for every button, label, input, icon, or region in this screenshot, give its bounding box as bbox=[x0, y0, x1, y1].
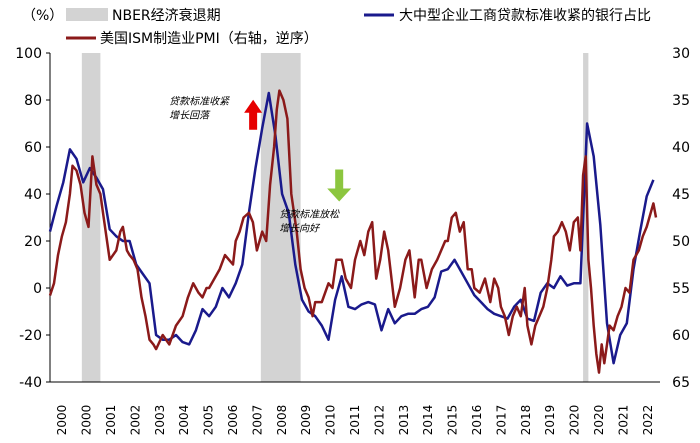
x-tick-label-16: 2015 bbox=[446, 405, 460, 436]
right-tick-label-6: 60 bbox=[672, 328, 690, 344]
annotation-0-line-0: 贷款标准收紧 bbox=[169, 96, 230, 108]
x-tick-label-18: 2017 bbox=[494, 405, 508, 436]
right-axis-ticks: 30 35 40 45 50 55 60 65 bbox=[672, 46, 690, 391]
legend: NBER经济衰退期 大中型企业工商贷款标准收紧的银行占比 美国ISM制造业PMI… bbox=[66, 7, 651, 47]
x-tick-label-5: 2004 bbox=[177, 405, 191, 436]
annotation-1-line-1: 增长向好 bbox=[279, 223, 321, 235]
left-tick-label-4: 20 bbox=[24, 234, 42, 250]
x-tick-label-1: 2000 bbox=[80, 405, 94, 436]
legend-label-pmi: 美国ISM制造业PMI（右轴，逆序） bbox=[100, 31, 318, 47]
x-tick-label-7: 2006 bbox=[226, 405, 240, 436]
x-tick-label-17: 2016 bbox=[470, 405, 484, 436]
x-tick-label-12: 2011 bbox=[348, 405, 362, 436]
right-tick-label-4: 50 bbox=[672, 234, 690, 250]
x-tick-label-11: 2010 bbox=[324, 405, 338, 436]
right-tick-label-0: 30 bbox=[672, 46, 690, 62]
x-tick-label-24: 2022 bbox=[641, 405, 655, 436]
arrow-down-icon bbox=[327, 169, 352, 202]
left-tick-label-3: 40 bbox=[24, 187, 42, 203]
recession-band-2 bbox=[583, 53, 589, 382]
left-unit-label: （%） bbox=[22, 8, 63, 24]
x-tick-label-3: 2002 bbox=[128, 405, 142, 436]
left-tick-label-0: 100 bbox=[15, 46, 42, 62]
left-tick-label-7: -40 bbox=[19, 375, 42, 391]
right-tick-label-2: 40 bbox=[672, 140, 690, 156]
annotation-1-line-0: 贷款标准放松 bbox=[279, 209, 340, 221]
right-tick-label-1: 35 bbox=[672, 93, 690, 109]
left-tick-label-5: 0 bbox=[33, 281, 42, 297]
x-tick-label-2: 2001 bbox=[104, 405, 118, 436]
legend-swatch-nber bbox=[66, 8, 108, 21]
x-tick-label-10: 2009 bbox=[299, 405, 313, 436]
x-tick-label-15: 2014 bbox=[421, 405, 435, 436]
right-tick-label-5: 55 bbox=[672, 281, 690, 297]
x-tick-label-19: 2018 bbox=[519, 405, 533, 436]
recession-band-0 bbox=[81, 53, 101, 382]
x-tick-label-8: 2007 bbox=[250, 405, 264, 436]
legend-label-loan: 大中型企业工商贷款标准收紧的银行占比 bbox=[399, 7, 651, 24]
x-tick-label-20: 2019 bbox=[543, 405, 557, 436]
series-line-loan-standards bbox=[48, 91, 655, 365]
x-tick-label-14: 2013 bbox=[397, 405, 411, 436]
annotation-0-line-1: 增长回落 bbox=[169, 110, 211, 122]
x-tick-label-0: 2000 bbox=[55, 405, 69, 436]
x-axis-ticks: 2000 2000 2001 2002 2003 2004 2005 2006 2007 2008… bbox=[55, 405, 655, 436]
left-tick-label-6: -20 bbox=[19, 328, 42, 344]
x-tick-label-4: 2003 bbox=[153, 405, 167, 436]
x-tick-label-6: 2005 bbox=[202, 405, 216, 436]
series-lines bbox=[48, 89, 658, 374]
x-tick-label-13: 2012 bbox=[372, 405, 386, 436]
left-tick-label-1: 80 bbox=[24, 93, 42, 109]
left-tick-label-2: 60 bbox=[24, 140, 42, 156]
x-tick-label-21: 2020 bbox=[568, 405, 582, 436]
legend-label-nber: NBER经济衰退期 bbox=[112, 7, 221, 24]
left-axis-ticks: 100 80 60 40 20 0 -20 -40 bbox=[15, 46, 50, 391]
right-tick-label-7: 65 bbox=[672, 375, 690, 391]
series-line-ism-pmi bbox=[48, 89, 658, 374]
x-tick-label-23: 2021 bbox=[616, 405, 630, 436]
x-tick-label-9: 2008 bbox=[275, 405, 289, 436]
x-tick-label-22: 2020 bbox=[592, 405, 606, 436]
arrow-up-icon bbox=[244, 99, 263, 130]
right-tick-label-3: 45 bbox=[672, 187, 690, 203]
